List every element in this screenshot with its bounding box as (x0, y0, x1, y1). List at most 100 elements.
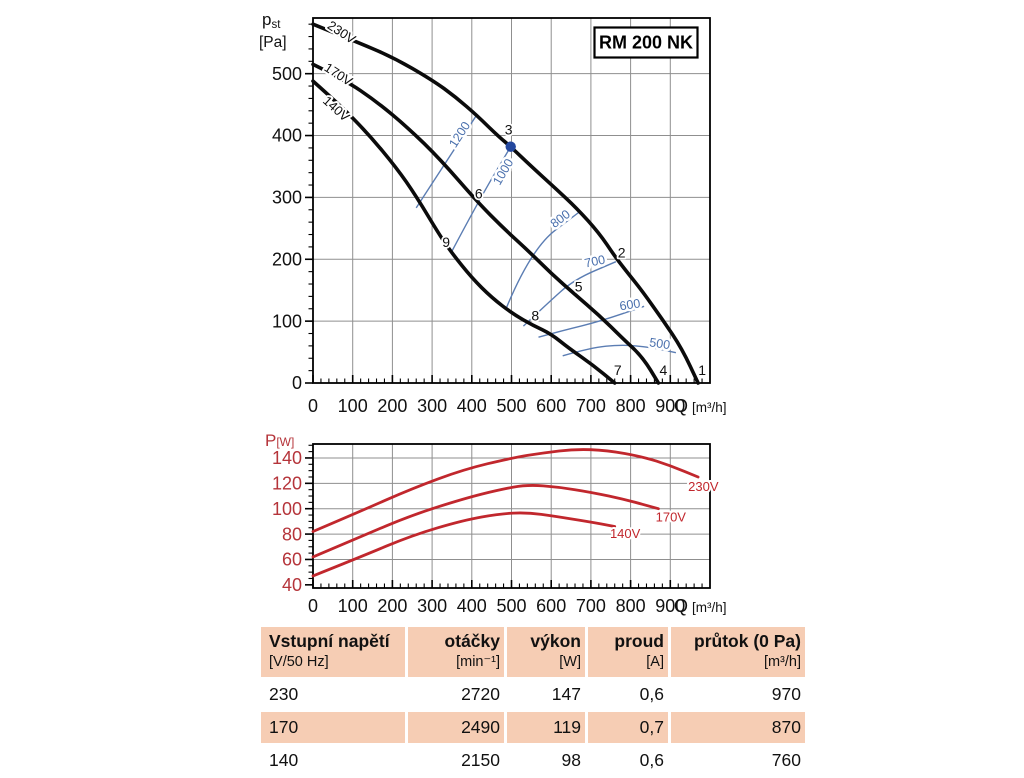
table-row-140: 140 2150 98 0,6 760 (261, 745, 805, 776)
col-header-4: proud [A] (588, 627, 668, 677)
point-label-3: 3 (505, 122, 513, 138)
col-unit: [V/50 Hz] (269, 653, 329, 670)
y-tick-labels: 0 100 200 300 400 500 (272, 64, 302, 393)
svg-text:Q: Q (674, 396, 688, 416)
specs-table: Vstupní napětí [V/50 Hz] otáčky [min⁻¹] výko… (258, 625, 808, 778)
specs-table-header: Vstupní napětí [V/50 Hz] otáčky [min⁻¹] výko… (261, 627, 805, 677)
svg-text:900: 900 (655, 396, 685, 416)
fan-performance-charts: 0 100 200 300 400 500 600 700 800 900010020030040… (259, 10, 727, 616)
col-title: proud (614, 631, 664, 651)
curve-230V (311, 448, 700, 533)
curve-label-230V: 230V (688, 479, 719, 494)
curve-140V (311, 79, 617, 385)
svg-text:140: 140 (272, 448, 302, 468)
svg-text:100: 100 (272, 499, 302, 519)
curve-170V (311, 484, 660, 559)
point-label-8: 8 (531, 307, 539, 323)
axis-ticks (305, 23, 703, 384)
curve-label-140V: 140V (610, 526, 641, 541)
svg-text:600: 600 (536, 596, 566, 616)
col-unit: [min⁻¹] (456, 653, 500, 670)
cell: 98 (561, 750, 581, 770)
cell: 0,6 (639, 750, 664, 770)
curve-label-170V: 170V (656, 509, 687, 524)
rpm-label-1000: 1000 (490, 156, 516, 187)
rpm-line-600 (538, 305, 645, 338)
x-axis-label: Q [m³/h] (674, 596, 727, 616)
svg-text:600: 600 (536, 396, 566, 416)
specs-table-body: 230 2720 147 0,6 970 170 2490 119 0,7 870 140 2150 9… (261, 679, 805, 776)
cell: 170 (261, 712, 405, 743)
svg-text:100: 100 (338, 396, 368, 416)
rpm-line-500 (562, 344, 677, 357)
table-row-230: 230 2720 147 0,6 970 (261, 679, 805, 710)
x-axis-label: Q [m³/h] (674, 396, 727, 416)
svg-text:700: 700 (576, 596, 606, 616)
grid (313, 18, 710, 383)
point-label-6: 6 (475, 185, 483, 201)
svg-text:0: 0 (308, 396, 318, 416)
svg-text:300: 300 (272, 188, 302, 208)
svg-text:300: 300 (417, 396, 447, 416)
svg-text:400: 400 (457, 396, 487, 416)
svg-text:Q: Q (674, 596, 688, 616)
table-row-170: 170 2490 119 0,7 870 (261, 712, 805, 743)
svg-text:60: 60 (282, 550, 302, 570)
col-header-3: výkon [W] (507, 627, 585, 677)
cell: 0,6 (639, 684, 664, 704)
axis-ticks (305, 444, 703, 588)
svg-text:40: 40 (282, 575, 302, 595)
operating-point-labels: 1 2 3 4 5 6 7 8 9 (441, 120, 708, 380)
rpm-label-1200: 1200 (446, 119, 473, 150)
y-axis-label: pst [Pa] (259, 10, 287, 51)
svg-text:400: 400 (457, 596, 487, 616)
svg-text:300: 300 (417, 596, 447, 616)
svg-text:0: 0 (308, 596, 318, 616)
svg-text:100: 100 (338, 596, 368, 616)
x-tick-labels: 0 100 200 300 400 500 600 700 800 900 (308, 396, 685, 416)
cell: 119 (507, 712, 585, 743)
svg-text:0: 0 (292, 373, 302, 393)
chart-title: RM 200 NK (599, 33, 693, 53)
curve-label-140V: 140V (320, 93, 353, 125)
svg-text:800: 800 (616, 596, 646, 616)
col-header-2: otáčky [min⁻¹] (408, 627, 504, 677)
x-tick-labels: 0 100 200 300 400 500 600 700 800 900 (308, 596, 685, 616)
svg-text:100: 100 (272, 311, 302, 331)
col-unit: [m³/h] (763, 653, 801, 670)
grid (313, 444, 710, 588)
svg-text:500: 500 (272, 64, 302, 84)
cell: 0,7 (588, 712, 668, 743)
col-title: výkon (530, 631, 581, 651)
cell: 870 (671, 712, 805, 743)
svg-text:[m³/h]: [m³/h] (692, 400, 727, 415)
col-title: otáčky (444, 631, 500, 651)
curve-230V (311, 22, 700, 385)
svg-text:500: 500 (496, 596, 526, 616)
col-title: Vstupní napětí (269, 631, 390, 651)
point-label-2: 2 (618, 245, 626, 261)
col-unit: [A] (646, 653, 664, 670)
y-tick-labels: 40 60 80 100 120 140 (272, 448, 302, 595)
rpm-line-800 (504, 210, 582, 311)
svg-text:900: 900 (655, 596, 685, 616)
svg-text:800: 800 (616, 396, 646, 416)
point-label-9: 9 (442, 234, 450, 250)
svg-text:700: 700 (576, 396, 606, 416)
curve-170V (311, 62, 661, 385)
svg-text:200: 200 (272, 249, 302, 269)
point-label-4: 4 (659, 362, 667, 378)
rpm-label-600: 600 (619, 296, 642, 313)
cell: 2150 (461, 750, 500, 770)
svg-text:pst: pst (262, 10, 281, 31)
svg-text:120: 120 (272, 474, 302, 494)
svg-text:[Pa]: [Pa] (259, 34, 287, 51)
col-unit: [W] (559, 653, 581, 670)
svg-text:400: 400 (272, 126, 302, 146)
cell: 2720 (461, 684, 500, 704)
cell: 230 (269, 684, 299, 704)
y-axis-label: P[W] (265, 431, 294, 450)
svg-text:200: 200 (377, 596, 407, 616)
col-title: průtok (0 Pa) (694, 631, 801, 651)
